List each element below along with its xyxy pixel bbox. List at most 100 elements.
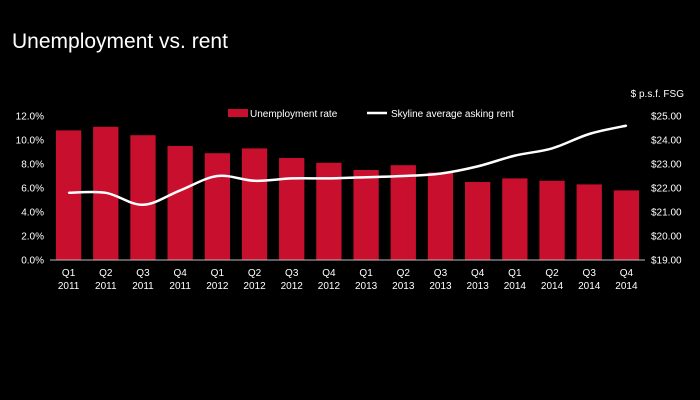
left-tick-label: 4.0% [21, 208, 44, 219]
x-tick-label: Q4 2013 [467, 268, 490, 292]
x-tick-quarter: Q3 [583, 268, 597, 279]
x-tick-year: 2013 [355, 281, 378, 292]
x-tick-year: 2012 [318, 281, 341, 292]
x-tick-year: 2013 [392, 281, 415, 292]
slide-title: Unemployment vs. rent [12, 30, 228, 53]
rent-point [179, 189, 181, 192]
bar [167, 146, 193, 260]
bar [465, 182, 491, 260]
legend-label-bar: Unemployment rate [250, 109, 338, 120]
x-tick-quarter: Q2 [397, 268, 411, 279]
rent-point [328, 177, 330, 180]
x-tick-year: 2013 [429, 281, 452, 292]
x-tick-quarter: Q3 [136, 268, 150, 279]
x-tick-label: Q4 2011 [169, 268, 191, 292]
x-tick-quarter: Q2 [99, 268, 113, 279]
right-axis: $19.00 $20.00 $21.00 $22.00 $23.00 $24.00 $25.… [651, 112, 682, 267]
x-tick-year: 2014 [541, 281, 564, 292]
x-tick-quarter: Q3 [434, 268, 448, 279]
bar [130, 135, 156, 260]
bar [353, 170, 379, 260]
bar [539, 180, 565, 260]
x-tick-year: 2013 [467, 281, 490, 292]
rent-point [551, 147, 553, 150]
x-axis: Q1 2011 Q2 2011 Q3 2011 Q4 2011 Q1 2012 Q2 2012 Q3 20… [58, 268, 638, 292]
x-tick-label: Q1 2011 [58, 268, 80, 292]
x-tick-year: 2011 [169, 281, 191, 292]
x-tick-year: 2014 [578, 281, 601, 292]
rent-point [104, 192, 107, 194]
left-tick-label: 0.0% [21, 256, 44, 267]
legend: Unemployment rate Skyline average asking… [228, 109, 514, 120]
x-tick-quarter: Q2 [248, 268, 262, 279]
right-tick-label: $21.00 [651, 208, 682, 219]
x-tick-quarter: Q1 [508, 268, 522, 279]
right-tick-label: $19.00 [651, 256, 682, 267]
bar [576, 184, 602, 260]
rent-point [514, 154, 516, 157]
right-tick-label: $23.00 [651, 160, 682, 171]
x-tick-label: Q1 2013 [355, 268, 378, 292]
rent-point [290, 177, 293, 180]
bar-series [55, 126, 640, 260]
legend-label-line: Skyline average asking rent [391, 109, 514, 120]
rent-line [68, 124, 627, 207]
x-tick-label: Q4 2014 [615, 268, 638, 292]
rent-point [216, 175, 219, 177]
rent-point [625, 124, 628, 127]
right-tick-label: $24.00 [651, 136, 682, 147]
x-tick-year: 2011 [58, 281, 80, 292]
bar [390, 165, 416, 260]
x-tick-quarter: Q2 [545, 268, 559, 279]
x-tick-quarter: Q4 [322, 268, 336, 279]
x-tick-quarter: Q4 [620, 268, 634, 279]
right-tick-label: $22.00 [651, 184, 682, 195]
legend-swatch-bar [228, 109, 248, 117]
x-tick-label: Q3 2011 [132, 268, 154, 292]
rent-point [402, 175, 405, 177]
x-tick-label: Q1 2014 [504, 268, 527, 292]
x-tick-label: Q3 2014 [578, 268, 601, 292]
left-tick-label: 6.0% [21, 184, 44, 195]
x-tick-label: Q2 2011 [95, 268, 117, 292]
bar [279, 158, 305, 260]
rent-point [476, 165, 479, 168]
x-tick-label: Q2 2014 [541, 268, 564, 292]
x-tick-quarter: Q1 [211, 268, 225, 279]
x-tick-quarter: Q3 [285, 268, 299, 279]
x-tick-label: Q4 2012 [318, 268, 341, 292]
x-tick-label: Q2 2012 [243, 268, 266, 292]
x-tick-label: Q3 2012 [281, 268, 304, 292]
line-series [67, 124, 628, 207]
bar [204, 153, 230, 260]
x-tick-year: 2012 [206, 281, 229, 292]
right-tick-label: $25.00 [651, 112, 682, 123]
rent-point [67, 192, 70, 194]
bar [427, 172, 454, 260]
bar [613, 190, 640, 260]
x-tick-label: Q1 2012 [206, 268, 229, 292]
x-tick-quarter: Q4 [173, 268, 187, 279]
rent-point [588, 133, 591, 135]
x-tick-quarter: Q1 [62, 268, 76, 279]
left-tick-label: 10.0% [16, 136, 44, 147]
x-tick-year: 2014 [504, 281, 527, 292]
left-axis: 0.0% 2.0% 4.0% 6.0% 8.0% 10.0% 12.0% [16, 112, 44, 267]
x-tick-year: 2011 [95, 281, 117, 292]
left-tick-label: 12.0% [16, 112, 44, 123]
x-tick-label: Q3 2013 [429, 268, 452, 292]
x-tick-year: 2012 [281, 281, 304, 292]
x-tick-year: 2011 [132, 281, 154, 292]
bar [55, 130, 82, 260]
rent-point [365, 176, 367, 178]
rent-point [142, 204, 144, 206]
right-axis-label: $ p.s.f. FSG [631, 89, 685, 100]
x-tick-quarter: Q1 [359, 268, 373, 279]
x-tick-year: 2012 [243, 281, 266, 292]
rent-point [253, 180, 256, 182]
rent-point [439, 172, 442, 175]
bar [502, 178, 528, 260]
right-tick-label: $20.00 [651, 232, 682, 243]
left-tick-label: 2.0% [21, 232, 44, 243]
